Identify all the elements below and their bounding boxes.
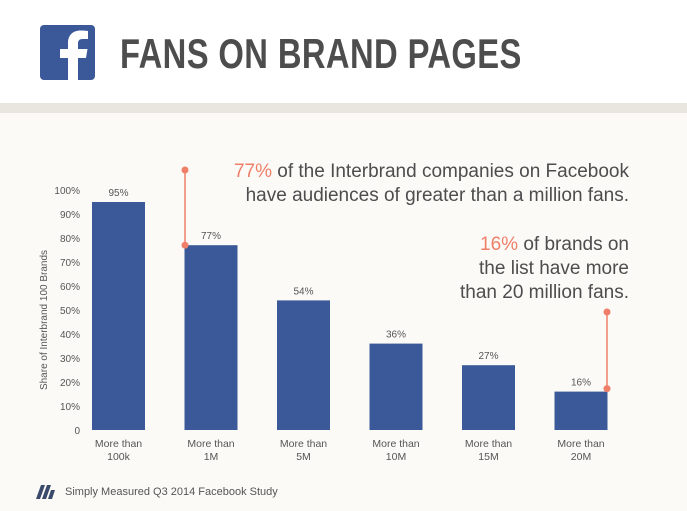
x-tick-label: More than [557,438,604,450]
x-tick-label: More than [372,438,419,450]
page-title: FANS ON BRAND PAGES [120,30,522,77]
simply-measured-logo-icon [36,485,55,499]
x-tick-label: 1M [204,451,219,463]
bar-data-label: 16% [571,378,591,389]
y-tick-label: 0 [74,426,80,437]
x-tick-label: 10M [386,451,406,463]
y-tick-label: 20% [60,378,80,389]
bar [92,202,145,430]
callout-2-highlight: 16% [480,234,519,255]
bar [184,245,238,430]
header: FANS ON BRAND PAGES [0,0,687,113]
bar [277,300,330,430]
x-tick-label: 15M [478,451,498,463]
y-tick-label: 60% [60,282,80,293]
callout-2-connector-dot-top [603,308,611,316]
y-tick-label: 80% [60,234,80,245]
callout-2-line-2: the list have more [479,258,629,279]
y-tick-label: 50% [60,306,80,317]
callout-2-line-1: 16% of brands on [460,233,629,257]
callout-1-line-2: have audiences of greater than a million… [245,185,629,206]
bar-data-label: 95% [108,188,128,199]
callout-1-highlight: 77% [233,161,272,182]
callout-1-line-1-text: of the Interbrand companies on Facebook [271,161,629,182]
y-axis-label: Share of Interbrand 100 Brands [39,250,50,390]
y-tick-label: 90% [60,210,80,221]
y-tick-label: 40% [60,330,80,341]
bar-data-label: 77% [201,231,221,242]
y-tick-label: 100% [54,186,80,197]
bar-data-label: 54% [293,286,313,297]
callout-16-percent: 16% of brands on the list have more than… [460,233,629,305]
y-tick-label: 10% [60,402,80,413]
footer: Simply Measured Q3 2014 Facebook Study [35,482,278,502]
bar-data-label: 27% [478,351,498,362]
bar [462,365,515,430]
x-tick-label: 5M [296,451,311,463]
y-tick-label: 70% [60,258,80,269]
callout-1-connector-dot-top [181,166,189,174]
x-tick-label: More than [465,438,512,450]
facebook-f-icon [40,25,95,80]
callout-2-connector-dot-bottom [603,385,611,393]
x-tick-label: 100k [107,451,131,463]
x-tick-label: More than [187,438,234,450]
bar-data-label: 36% [386,330,406,341]
callout-1-line-1: 77% of the Interbrand companies on Faceb… [234,160,629,184]
x-tick-label: More than [95,438,142,450]
callout-2-line-3: than 20 million fans. [460,282,629,303]
bar [554,391,608,430]
y-tick-label: 30% [60,354,80,365]
bar [369,343,423,430]
callout-77-percent: 77% of the Interbrand companies on Faceb… [234,160,629,208]
x-tick-label: 20M [571,451,591,463]
callout-2-line-1-text: of brands on [518,234,629,255]
callout-1-connector-dot-bottom [181,241,189,249]
footer-source: Simply Measured Q3 2014 Facebook Study [65,486,278,498]
x-tick-label: More than [280,438,327,450]
